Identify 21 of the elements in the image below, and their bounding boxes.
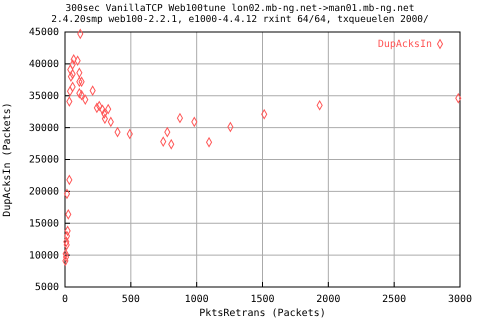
y-tick-label: 40000	[28, 59, 59, 70]
y-tick-label: 35000	[28, 90, 59, 102]
x-tick-label: 2500	[382, 294, 406, 306]
y-tick-label: 15000	[28, 218, 59, 230]
legend-label: DupAcksIn	[378, 39, 432, 50]
x-tick-label: 0	[62, 294, 68, 306]
x-tick-label: 500	[122, 294, 140, 306]
y-tick-label: 25000	[28, 154, 59, 166]
y-tick-label: 45000	[28, 27, 59, 38]
x-tick-label: 1500	[250, 294, 275, 306]
x-tick-label: 2000	[316, 294, 340, 306]
chart-subtitle: 2.4.20smp web100-2.2.1, e1000-4.4.12 rxint 64/64, txqueuelen 2000/	[51, 14, 429, 25]
y-tick-label: 5000	[34, 282, 59, 294]
y-tick-label: 10000	[28, 250, 59, 262]
x-tick-label: 3000	[448, 294, 472, 306]
y-tick-label: 20000	[28, 186, 59, 198]
chart-title: 300sec VanillaTCP Web100tune lon02.mb-ng.net->man01.mb-ng.net	[66, 3, 414, 14]
x-tick-label: 1000	[184, 294, 209, 306]
y-axis-title: DupAcksIn (Packets)	[2, 102, 13, 217]
x-axis-title: PktsRetrans (Packets)	[199, 308, 326, 319]
y-tick-label: 30000	[28, 122, 59, 134]
